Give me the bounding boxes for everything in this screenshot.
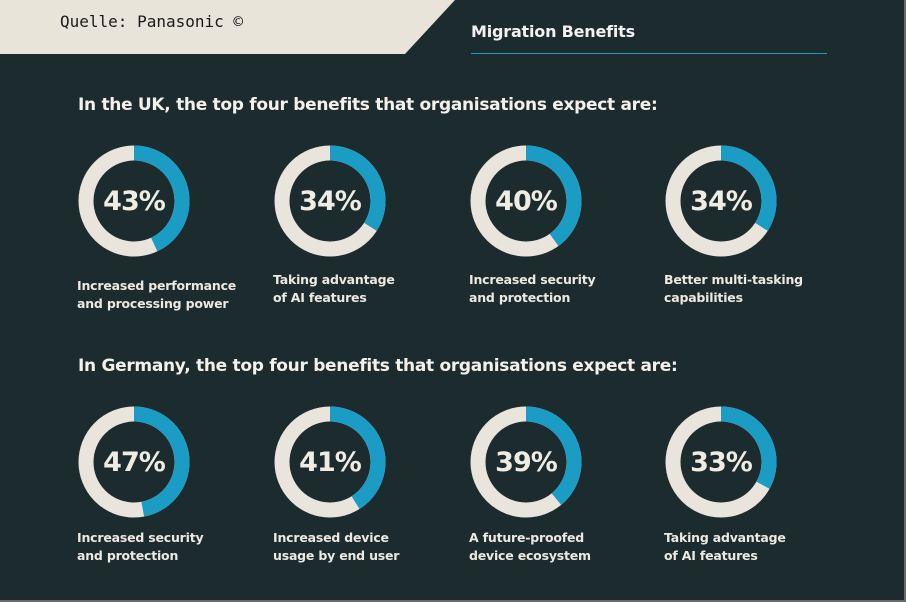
benefit-caption-line-1: Better multi-tasking [664, 272, 803, 287]
percentage-label: 47% [103, 446, 166, 478]
donut-svg [78, 145, 190, 257]
donut-ring [469, 405, 583, 519]
benefit-caption-line-2: capabilities [664, 290, 743, 305]
benefit-caption: Increased security and protection [469, 271, 659, 307]
benefit-caption-line-1: Increased security [469, 272, 596, 287]
donut-value-arc [665, 145, 777, 257]
donut-value-arc [78, 145, 190, 257]
benefit-caption: Increased security and protection [77, 529, 267, 565]
donut-svg [78, 406, 190, 518]
benefit-caption: Taking advantage of AI features [273, 271, 463, 307]
benefit-caption-line-1: Taking advantage [664, 530, 786, 545]
benefit-caption: Better multi-tasking capabilities [664, 271, 854, 307]
percentage-label: 39% [495, 446, 558, 478]
percentage-label: 41% [299, 446, 362, 478]
benefit-caption-line-2: and processing power [77, 296, 229, 311]
donut-svg [665, 406, 777, 518]
donut-value-arc [274, 406, 386, 518]
donut-svg [274, 145, 386, 257]
benefit-caption: A future-proofed device ecosystem [469, 529, 659, 565]
benefit-caption-line-2: of AI features [664, 548, 758, 563]
donut-ring [664, 405, 778, 519]
donut-value-arc [470, 145, 582, 257]
donut-value-arc [470, 406, 582, 518]
donut-svg [470, 406, 582, 518]
percentage-label: 40% [495, 185, 558, 217]
donut-value-arc [665, 406, 777, 518]
donut-ring [273, 144, 387, 258]
source-label: Quelle: Panasonic © [60, 12, 244, 31]
benefit-caption-line-1: A future-proofed [469, 530, 585, 545]
donut-svg [665, 145, 777, 257]
donut-ring [664, 144, 778, 258]
benefit-caption: Increased performance and processing powe… [77, 277, 267, 313]
donut-value-arc [78, 406, 190, 518]
donut-ring [77, 405, 191, 519]
benefit-caption: Taking advantage of AI features [664, 529, 854, 565]
percentage-label: 34% [690, 185, 753, 217]
donut-svg [470, 145, 582, 257]
benefit-caption-line-2: usage by end user [273, 548, 400, 563]
benefit-caption-line-2: and protection [77, 548, 179, 563]
percentage-label: 33% [690, 446, 753, 478]
benefit-caption-line-2: and protection [469, 290, 571, 305]
benefit-caption-line-1: Increased performance [77, 278, 237, 293]
benefit-caption: Increased device usage by end user [273, 529, 463, 565]
benefit-caption-line-2: device ecosystem [469, 548, 591, 563]
donut-svg [274, 406, 386, 518]
germany-section-heading: In Germany, the top four benefits that o… [78, 356, 678, 376]
header-rule [471, 53, 827, 54]
donut-ring [77, 144, 191, 258]
source-tab: Quelle: Panasonic © [0, 0, 460, 55]
benefit-caption-line-1: Increased security [77, 530, 204, 545]
benefit-caption-line-1: Increased device [273, 530, 389, 545]
donut-ring [469, 144, 583, 258]
source-tab-shape [0, 0, 455, 54]
benefit-caption-line-1: Taking advantage [273, 272, 395, 287]
donut-value-arc [274, 145, 386, 257]
percentage-label: 43% [103, 185, 166, 217]
donut-ring [273, 405, 387, 519]
uk-section-heading: In the UK, the top four benefits that or… [78, 95, 658, 115]
header-title: Migration Benefits [471, 22, 635, 41]
benefit-caption-line-2: of AI features [273, 290, 367, 305]
percentage-label: 34% [299, 185, 362, 217]
